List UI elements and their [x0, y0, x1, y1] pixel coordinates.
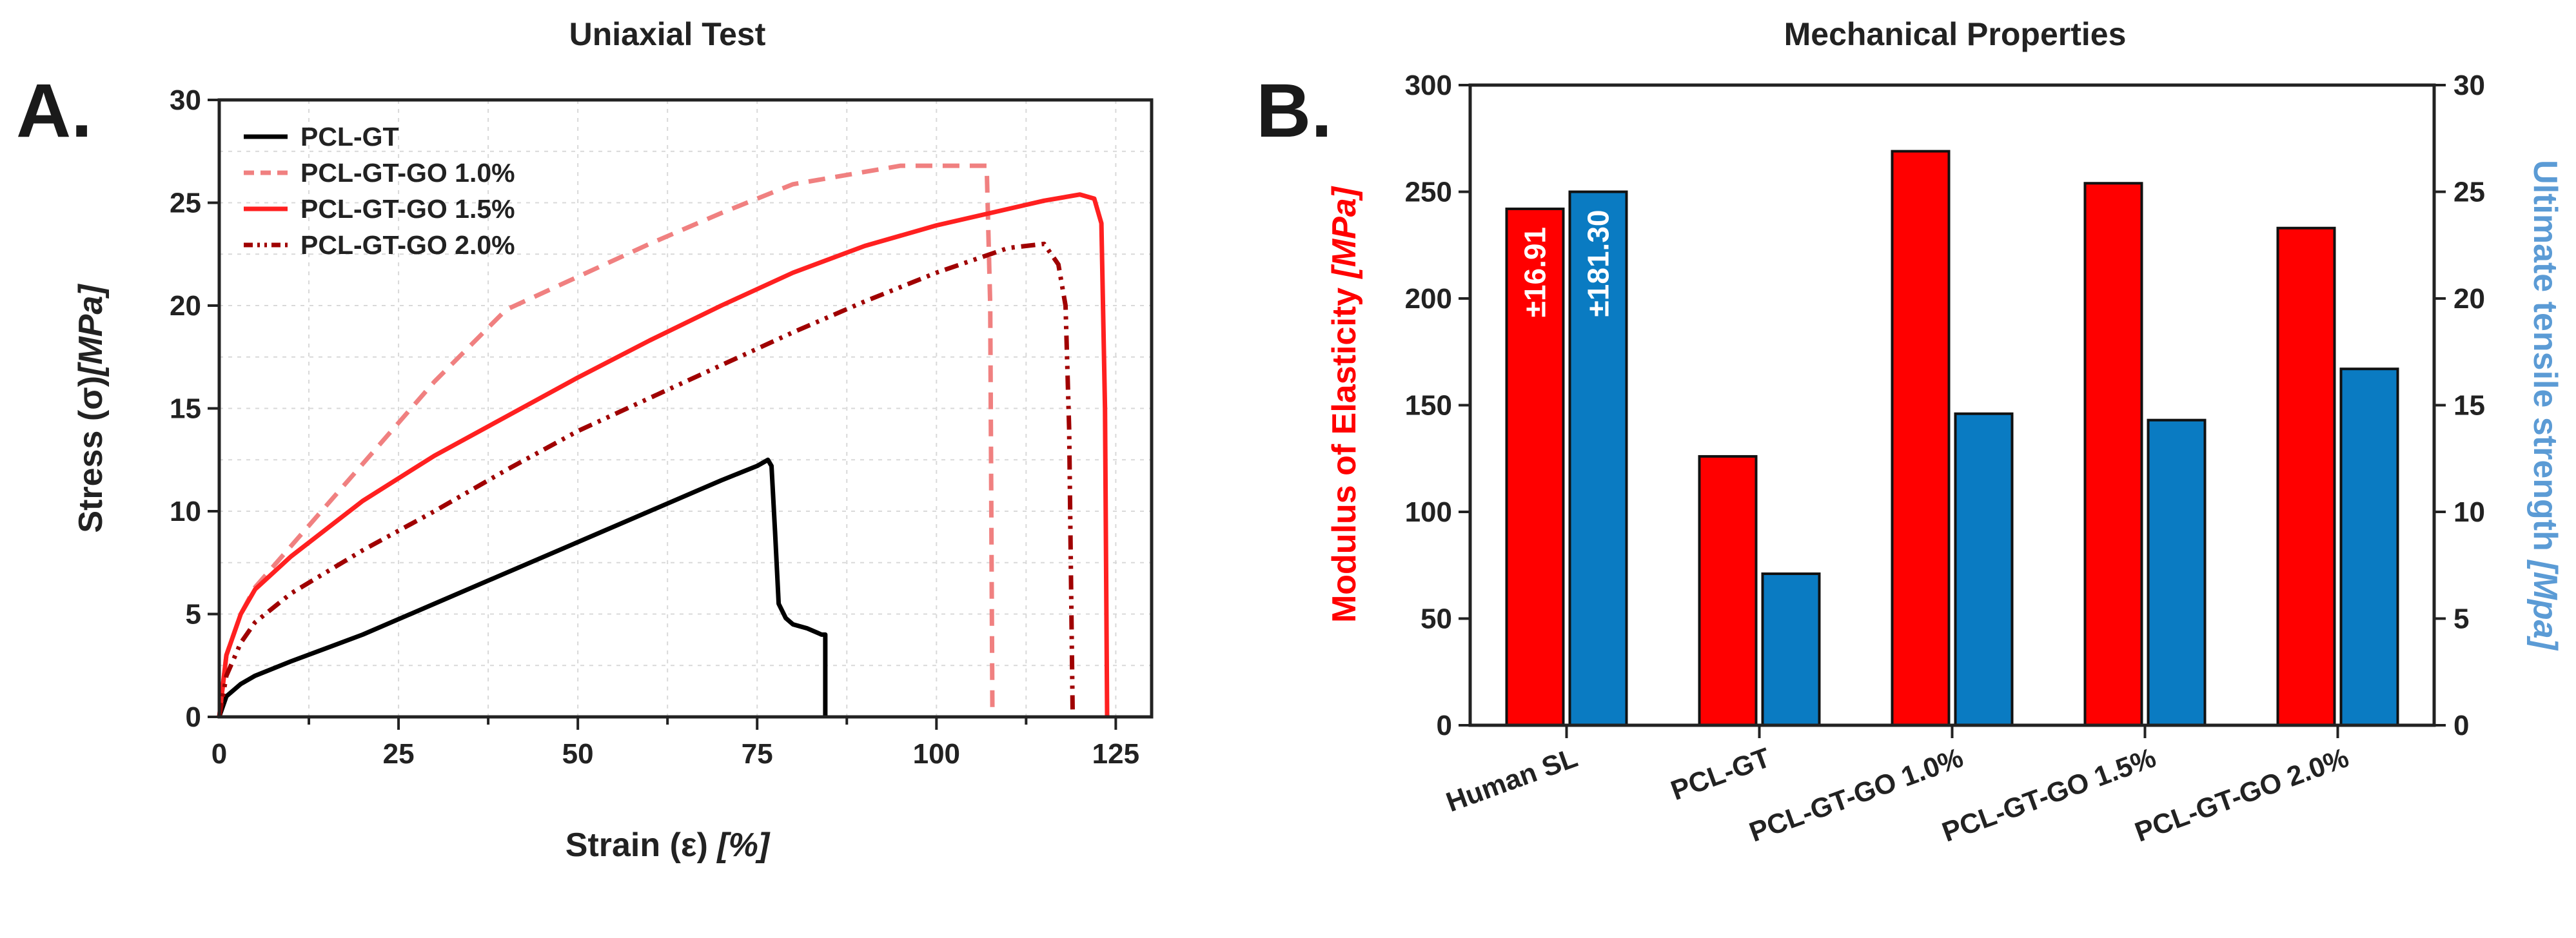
panel-a-series-line-3 [217, 241, 1076, 718]
panel-b-right-axis-label-unit: [Mpa] [2526, 559, 2564, 650]
panel-b-left-axis-label: Modulus of Elasticity [MPa] [1326, 186, 1363, 623]
panel-b-bar-uts [1568, 190, 1628, 727]
panel-b-bar-labels: ±16.91 ±181.30 [1519, 210, 1615, 318]
panel-a-x-tick-label: 50 [562, 738, 594, 770]
panel-b-left-tick-label: 0 [1437, 710, 1452, 741]
panel-b-right-tick-label: 30 [2453, 70, 2485, 101]
panel-a-title: Uniaxial Test [569, 16, 766, 52]
panel-b-category-label: PCL-GT [1667, 742, 1775, 806]
panel-a-grid [219, 100, 1152, 717]
panel-a-y-tick-label: 5 [186, 599, 201, 630]
panel-b-bar-modulus [2083, 182, 2143, 727]
panel-a-y-tick-label: 0 [186, 701, 201, 733]
panel-b-bar-uts [2339, 367, 2399, 727]
panel-a-y-axis-label-unit: [MPa] [72, 284, 110, 377]
panel-b-right-axis-label-main: Ultimate tensile strength [2526, 160, 2564, 560]
panel-b-left-tick-label: 300 [1405, 70, 1452, 101]
panel-b-category-label: PCL-GT-GO 1.0% [1745, 742, 1967, 848]
panel-b-bar-modulus [2276, 226, 2336, 727]
panel-a-y-tick-label: 10 [170, 496, 201, 527]
panel-a-y-tick-label: 30 [170, 84, 201, 116]
panel-b-left-tick-label: 250 [1405, 177, 1452, 208]
panel-b-left-tick-label: 50 [1421, 603, 1452, 635]
panel-b-left-axis-label-unit: [MPa] [1326, 186, 1363, 279]
panel-b-bar-modulus [1698, 454, 1758, 727]
panel-a-y-tick-label: 15 [170, 393, 201, 425]
panel-b-left-tick-label: 200 [1405, 283, 1452, 315]
panel-a-series-line-2 [217, 192, 1110, 718]
panel-b-right-tick-label: 15 [2453, 390, 2485, 422]
panel-a-x-tick-label: 0 [211, 738, 227, 770]
panel-b-bar-error-label: ±16.91 [1519, 227, 1552, 317]
panel-b-right-tick-label: 10 [2453, 496, 2485, 528]
panel-b-bar-uts [2147, 418, 2207, 727]
panel-b-category-label: PCL-GT-GO 1.5% [1938, 742, 2160, 848]
panel-a-y-tick-label: 25 [170, 188, 201, 219]
panel-b-right-axis-label: Ultimate tensile strength [Mpa] [2526, 160, 2564, 651]
panel-a-legend-label: PCL-GT [300, 122, 399, 151]
panel-b-bar-error-label: ±181.30 [1582, 210, 1615, 317]
panel-b: B. Mechanical Properties 050100150200250… [1256, 16, 2564, 848]
panel-a-x-tick-label: 75 [742, 738, 773, 770]
panel-a-plot-frame [217, 98, 1154, 719]
panel-a-x-axis-label: Strain (ε) [%] [565, 826, 771, 864]
panel-b-right-tick-label: 20 [2453, 283, 2485, 315]
panel-b-right-tick-label: 0 [2453, 710, 2469, 741]
panel-a-series-line-0 [217, 457, 828, 718]
panel-a-y-tick-label: 20 [170, 290, 201, 322]
panel-b-bar-uts [1954, 412, 2014, 727]
panel-a-x-tick-label: 125 [1092, 738, 1139, 770]
panel-a-y-axis-label-main: Stress (σ) [72, 376, 110, 533]
panel-a-ticks: 0 25 50 75 100 125 0 5 10 15 20 25 30 [170, 84, 1139, 770]
panel-b-right-tick-label: 25 [2453, 177, 2485, 208]
panel-b-left-tick-label: 100 [1405, 496, 1452, 528]
panel-b-bar-uts [1761, 572, 1821, 727]
panel-a: A. Uniaxial Test 0 25 50 75 100 125 0 5 10 15 20 25… [16, 16, 1154, 864]
panel-b-title: Mechanical Properties [1784, 16, 2127, 52]
panel-a-legend-label: PCL-GT-GO 2.0% [300, 230, 515, 260]
panel-a-legend: PCL-GT PCL-GT-GO 1.0% PCL-GT-GO 1.5% PCL-GT… [244, 122, 515, 260]
panel-b-left-axis-label-main: Modulus of Elasticity [1326, 278, 1363, 623]
panel-a-x-tick-label: 25 [383, 738, 415, 770]
panel-b-bar-modulus [1891, 150, 1951, 727]
panel-a-legend-label: PCL-GT-GO 1.5% [300, 194, 515, 224]
panel-b-left-tick-label: 150 [1405, 390, 1452, 422]
panel-b-category-label: Human SL [1442, 742, 1582, 818]
panel-b-category-label: PCL-GT-GO 2.0% [2131, 742, 2353, 848]
panel-a-x-axis-label-main: Strain (ε) [565, 826, 718, 864]
panel-a-y-axis-label: Stress (σ)[MPa] [72, 284, 110, 533]
panel-b-bar-modulus [1505, 207, 1565, 727]
panel-a-legend-label: PCL-GT-GO 1.0% [300, 158, 515, 188]
panel-a-series [217, 163, 1110, 718]
panel-b-label: B. [1256, 68, 1332, 153]
panel-a-x-axis-label-unit: [%] [716, 826, 771, 864]
panel-a-x-tick-label: 100 [913, 738, 960, 770]
panel-b-right-tick-label: 5 [2453, 603, 2469, 635]
panel-b-bars [1505, 150, 2399, 727]
panel-a-label: A. [16, 68, 92, 153]
